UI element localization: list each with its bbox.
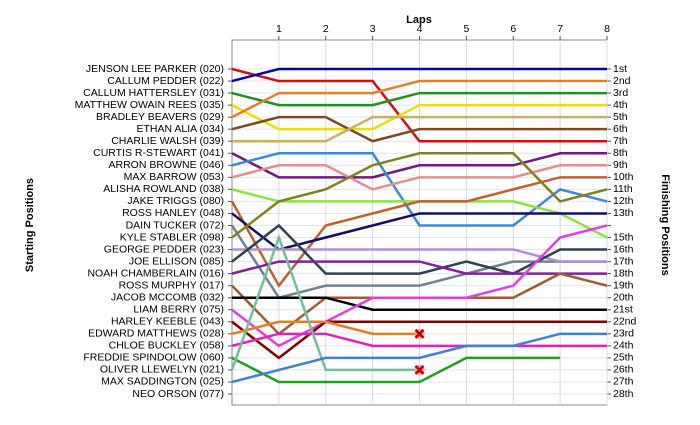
y2-tick-label: 28th [613,388,634,400]
driver-label: JAKE TRIGGS (080) [127,195,224,207]
driver-label: ROSS HANLEY (048) [122,207,224,219]
y2-tick-label: 20th [613,291,634,303]
driver-label: ETHAN ALIA (034) [136,123,224,135]
driver-label: BRADLEY BEAVERS (029) [96,111,224,123]
y2-tick-label: 1st [613,63,627,75]
y2-tick-label: 4th [613,99,628,111]
driver-line [231,320,420,336]
driver-label: HARLEY KEEBLE (043) [111,316,224,328]
y2-tick-label: 16th [613,243,634,255]
driver-line [231,152,608,227]
driver-line [231,103,607,131]
y2-tick-label: 9th [613,159,628,171]
y2-tick-label: 2nd [613,75,631,87]
driver-label: NEO ORSON (077) [132,388,224,400]
y2-tick-label: 7th [613,135,628,147]
driver-line [230,233,420,372]
driver-line [232,115,607,143]
retired-x [414,328,425,339]
y2-tick-label: 5th [613,111,628,123]
x-tick-label: 6 [510,23,516,35]
x-tick-label: 3 [370,23,376,35]
driver-line [231,91,607,107]
driver-label: FREDDIE SPINDOLOW (060) [83,352,224,364]
x-tick-label: 4 [417,23,423,35]
driver-line [231,67,607,83]
driver-line [231,67,607,143]
x-axis-title: Laps [406,14,432,26]
driver-line [231,356,561,384]
y2-axis-title: Finishing Positions [659,174,671,275]
y2-tick-label: 19th [613,279,634,291]
driver-label: MAX BARROW (053) [124,171,224,183]
driver-line [231,224,608,348]
y2-tick-label: 12th [613,195,634,207]
driver-line [231,79,607,119]
driver-label: ALISHA ROWLAND (038) [103,183,224,195]
y2-tick-label: 21st [613,304,633,316]
retired-x [414,365,425,375]
x-tick-label: 2 [323,23,329,35]
driver-line [230,224,607,300]
driver-label: JENSON LEE PARKER (020) [86,63,224,75]
y2-tick-label: 26th [613,364,634,376]
driver-line [230,176,607,288]
y2-tick-label: 22nd [613,316,637,328]
driver-label: JACOB MCCOMB (032) [111,291,224,303]
retired-marker [414,328,425,339]
x-tick-label: 5 [463,23,469,35]
y2-tick-label: 10th [613,171,634,183]
driver-label: CHARLIE WALSH (039) [111,135,224,147]
driver-line [231,115,607,143]
driver-line [231,164,607,191]
y2-tick-label: 17th [613,255,634,267]
y2-tick-label: 15th [613,231,634,243]
y2-tick-label: 24th [613,340,634,352]
driver-line [231,332,607,384]
driver-label: CALLUM HATTERSLEY (031) [83,87,224,99]
driver-line [231,152,608,239]
driver-line [231,223,607,275]
y2-tick-label: 11th [613,183,633,195]
driver-label: DAIN TUCKER (072) [126,219,224,231]
driver-label: NOAH CHAMBERLAIN (016) [87,267,224,279]
y-axis-title: Starting Positions [24,178,36,272]
driver-line [231,320,607,360]
driver-label: CALLUM PEDDER (022) [107,75,224,87]
y2-tick-label: 18th [613,267,634,279]
driver-label: JOE ELLISON (085) [129,255,224,267]
driver-label: CHLOE BUCKLEY (058) [109,340,224,352]
driver-label: MATTHEW OWAIN REES (035) [75,99,224,111]
driver-label: GEORGE PEDDER (023) [104,243,224,255]
driver-label: ARRON BROWNE (046) [108,159,224,171]
x-tick-label: 1 [276,23,282,35]
retired-marker [414,364,425,375]
y2-tick-label: 6th [613,123,628,135]
y2-tick-label: 25th [613,352,634,364]
driver-line [231,260,607,275]
y2-tick-label: 3rd [613,87,628,99]
y2-tick-label: 8th [613,147,628,159]
driver-line [231,152,607,179]
driver-label: LIAM BERRY (075) [133,304,224,316]
driver-label: ROSS MURPHY (017) [119,279,224,291]
driver-label: CURTIS R-STEWART (041) [93,147,224,159]
driver-line [231,212,607,251]
driver-label: OLIVER LLEWELYN (021) [100,364,224,376]
x-tick-label: 8 [604,23,610,35]
driver-line [232,296,607,311]
driver-label: EDWARD MATTHEWS (028) [88,328,224,340]
y2-tick-label: 27th [613,376,634,388]
driver-line [231,332,607,348]
y2-tick-label: 23rd [613,328,634,340]
driver-label: KYLE STABLER (098) [120,231,224,243]
y2-tick-label: 13th [613,207,634,219]
driver-label: MAX SADDINGTON (025) [101,376,224,388]
x-tick-label: 7 [557,23,563,35]
